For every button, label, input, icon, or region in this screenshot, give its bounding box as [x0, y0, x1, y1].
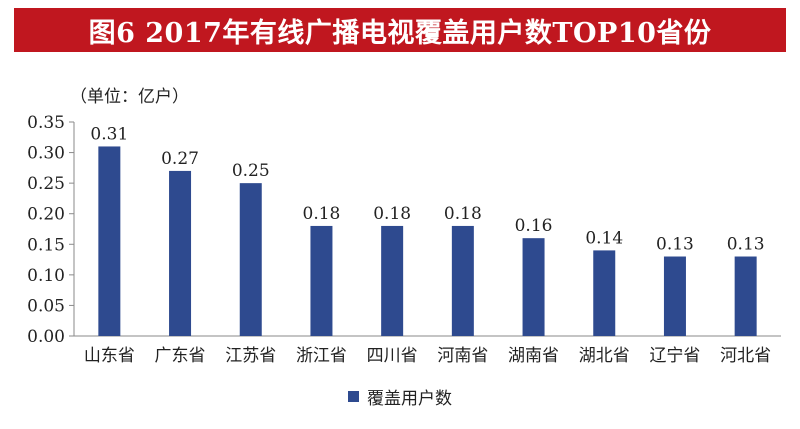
chart-title-bar: 图6 2017年有线广播电视覆盖用户数TOP10省份: [14, 8, 786, 52]
chart-title: 图6 2017年有线广播电视覆盖用户数TOP10省份: [88, 17, 712, 49]
bar: [451, 225, 474, 336]
bar: [98, 146, 121, 336]
bar: [593, 250, 616, 336]
bar: [381, 225, 404, 336]
x-tick-label: 河北省: [720, 346, 771, 366]
y-tick-label: 0.00: [27, 327, 65, 347]
y-tick-label: 0.15: [27, 235, 65, 255]
x-tick-label: 湖北省: [579, 346, 630, 366]
legend-swatch: [348, 391, 359, 402]
bar: [734, 256, 757, 336]
data-label: 0.18: [373, 204, 411, 224]
data-label: 0.31: [90, 124, 128, 144]
y-tick-label: 0.25: [27, 174, 65, 194]
data-label: 0.18: [303, 204, 341, 224]
bar: [522, 238, 545, 336]
x-tick-label: 河南省: [437, 346, 488, 366]
y-tick-label: 0.20: [27, 205, 65, 225]
bar: [310, 225, 333, 336]
data-label: 0.14: [585, 228, 623, 248]
y-tick-label: 0.35: [27, 113, 65, 133]
data-label: 0.27: [161, 149, 199, 169]
bar: [663, 256, 686, 336]
x-tick-label: 湖南省: [508, 346, 559, 366]
x-tick-label: 浙江省: [296, 346, 347, 366]
y-axis-unit-label: （单位：亿户）: [70, 87, 189, 107]
x-tick-label: 江苏省: [225, 346, 276, 366]
y-tick-label: 0.05: [27, 296, 65, 316]
bar: [169, 170, 192, 336]
y-tick-label: 0.10: [27, 266, 65, 286]
x-tick-label: 四川省: [367, 346, 418, 366]
x-tick-label: 广东省: [155, 346, 206, 366]
x-tick-label: 辽宁省: [649, 346, 700, 366]
x-tick-label: 山东省: [84, 346, 135, 366]
legend: 覆盖用户数: [0, 384, 800, 409]
data-label: 0.13: [656, 235, 694, 255]
data-label: 0.13: [727, 235, 765, 255]
data-label: 0.16: [515, 216, 553, 236]
data-label: 0.25: [232, 161, 270, 181]
legend-label: 覆盖用户数: [367, 389, 452, 409]
y-tick-label: 0.30: [27, 144, 65, 164]
data-label: 0.18: [444, 204, 482, 224]
bar: [239, 183, 262, 336]
